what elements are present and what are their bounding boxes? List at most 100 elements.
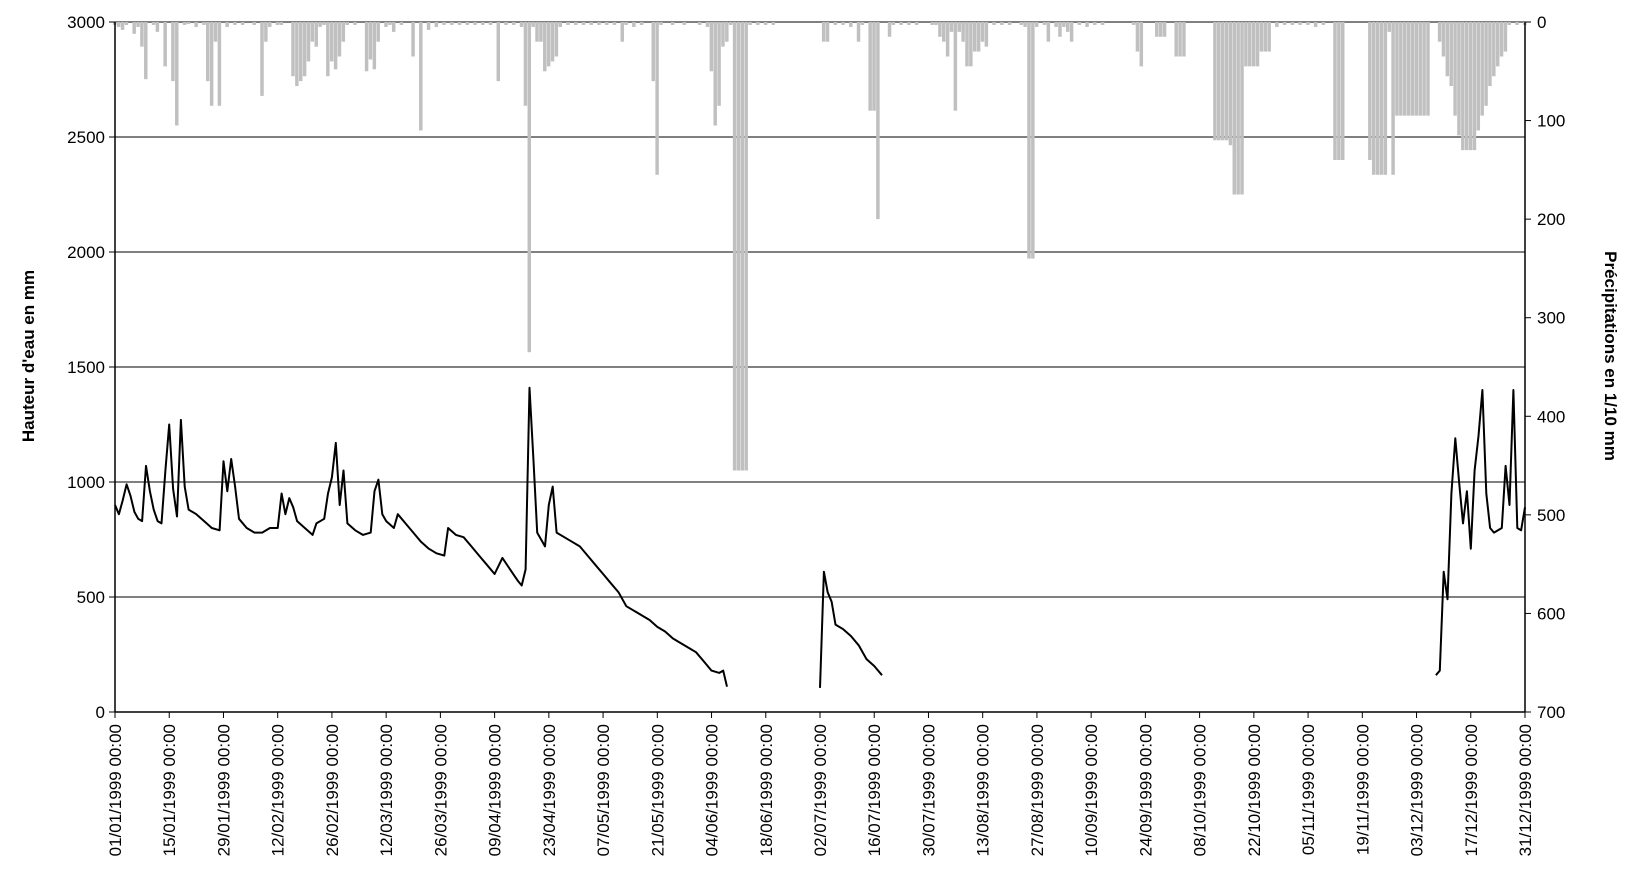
gridlines: [115, 21, 1525, 713]
right-tick-label: 100: [1537, 112, 1565, 131]
precipitation-bars: [113, 22, 1527, 471]
precip-bar: [202, 22, 206, 25]
precip-bar: [140, 22, 144, 47]
precip-bar: [194, 22, 198, 27]
precip-bar: [721, 22, 725, 47]
x-tick-label: 07/05/1999 00:00: [594, 724, 613, 856]
precip-bar: [1255, 22, 1260, 67]
precip-bar: [322, 22, 326, 25]
x-tick-label: 22/10/1999 00:00: [1245, 724, 1264, 856]
left-tick-label: 2000: [67, 243, 105, 262]
precip-bar: [821, 22, 826, 42]
precip-bar: [938, 22, 942, 37]
precip-bar: [1437, 22, 1442, 42]
right-tick-label: 500: [1537, 506, 1565, 525]
precip-bar: [1503, 22, 1508, 52]
precip-bar: [1464, 22, 1469, 151]
precip-bar: [887, 22, 892, 37]
precip-bar: [969, 22, 973, 67]
precip-bar: [155, 22, 160, 32]
precip-bar: [624, 22, 628, 25]
precip-bar: [1259, 22, 1264, 52]
precip-bar: [1058, 22, 1062, 37]
precip-bar: [1267, 22, 1271, 52]
precip-bar: [1282, 22, 1287, 25]
precip-bar: [825, 22, 830, 42]
precip-bar: [566, 22, 570, 25]
precip-bar: [399, 22, 404, 25]
precip-bar: [709, 22, 714, 72]
precip-bar: [1368, 22, 1372, 160]
precip-bar: [209, 22, 214, 106]
precip-bar: [144, 22, 148, 80]
precip-bar: [329, 22, 334, 62]
x-tick-label: 09/04/1999 00:00: [486, 724, 505, 856]
precip-bar: [589, 22, 593, 25]
precip-bar: [961, 22, 965, 42]
x-tick-label: 05/11/1999 00:00: [1299, 724, 1318, 855]
precip-bar: [457, 22, 462, 25]
left-tick-label: 3000: [67, 13, 105, 32]
precip-bar: [1178, 22, 1182, 57]
precip-bar: [744, 22, 748, 471]
left-tick-label: 1000: [67, 473, 105, 492]
precip-bar: [473, 22, 477, 25]
precip-bar: [771, 22, 776, 25]
x-tick-label: 10/09/1999 00:00: [1082, 724, 1101, 856]
x-tick-label: 31/12/1999 00:00: [1516, 724, 1535, 856]
precip-bar: [523, 22, 528, 106]
precip-bar: [450, 22, 454, 25]
precip-bar: [1158, 22, 1163, 37]
precip-bar: [496, 22, 501, 82]
precip-bar: [697, 22, 702, 25]
x-tick-label: 02/07/1999 00:00: [811, 724, 830, 856]
x-tick-label: 24/09/1999 00:00: [1136, 724, 1155, 856]
x-tick-label: 18/06/1999 00:00: [757, 724, 776, 856]
precip-bar: [225, 22, 229, 27]
right-tick-label: 0: [1537, 13, 1546, 32]
precip-bar: [1065, 22, 1070, 32]
precip-bar: [1515, 22, 1519, 25]
precip-bar: [519, 22, 524, 27]
precip-bar: [326, 22, 330, 77]
precip-bar: [1290, 22, 1295, 25]
x-tick-label: 19/11/1999 00:00: [1353, 724, 1372, 855]
precip-bar: [1224, 22, 1229, 141]
precip-bar: [1034, 22, 1039, 27]
precip-bar: [1213, 22, 1217, 141]
precip-bar: [1449, 22, 1453, 87]
precip-bar: [1507, 22, 1512, 25]
precip-bar: [1019, 22, 1023, 25]
precip-bar: [1321, 22, 1326, 25]
x-axis-tick-labels: 01/01/1999 00:00 15/01/1999 00:00 29/01/19…: [106, 724, 1535, 856]
precip-bar: [419, 22, 423, 131]
left-tick-label: 0: [96, 703, 105, 722]
precip-bar: [849, 22, 853, 27]
precip-bar: [872, 22, 876, 111]
precip-bar: [279, 22, 284, 25]
precip-bar: [957, 22, 961, 32]
precip-bar: [345, 22, 349, 25]
precip-bar: [550, 22, 555, 62]
precip-bar: [136, 22, 140, 27]
right-tick-label: 600: [1537, 604, 1565, 623]
precip-bar: [1341, 22, 1345, 160]
precip-bar: [868, 22, 872, 111]
precip-bar: [891, 22, 896, 25]
precip-bar: [1488, 22, 1492, 87]
precip-bar: [992, 22, 996, 25]
precip-bar: [333, 22, 338, 70]
left-axis-title: Hauteur d'eau en mm: [19, 270, 38, 442]
precip-bar: [740, 22, 745, 471]
right-axis-title: Précipitations en 1/10 mm: [1601, 251, 1620, 461]
precip-bar: [175, 22, 179, 126]
precip-bar: [1131, 22, 1136, 25]
precip-bar: [1155, 22, 1159, 37]
precip-bar: [1042, 22, 1047, 25]
precip-bar: [275, 22, 280, 25]
precip-bar: [930, 22, 934, 25]
precip-bar: [856, 22, 861, 42]
precip-bar: [151, 22, 156, 25]
precip-bar: [527, 22, 532, 353]
